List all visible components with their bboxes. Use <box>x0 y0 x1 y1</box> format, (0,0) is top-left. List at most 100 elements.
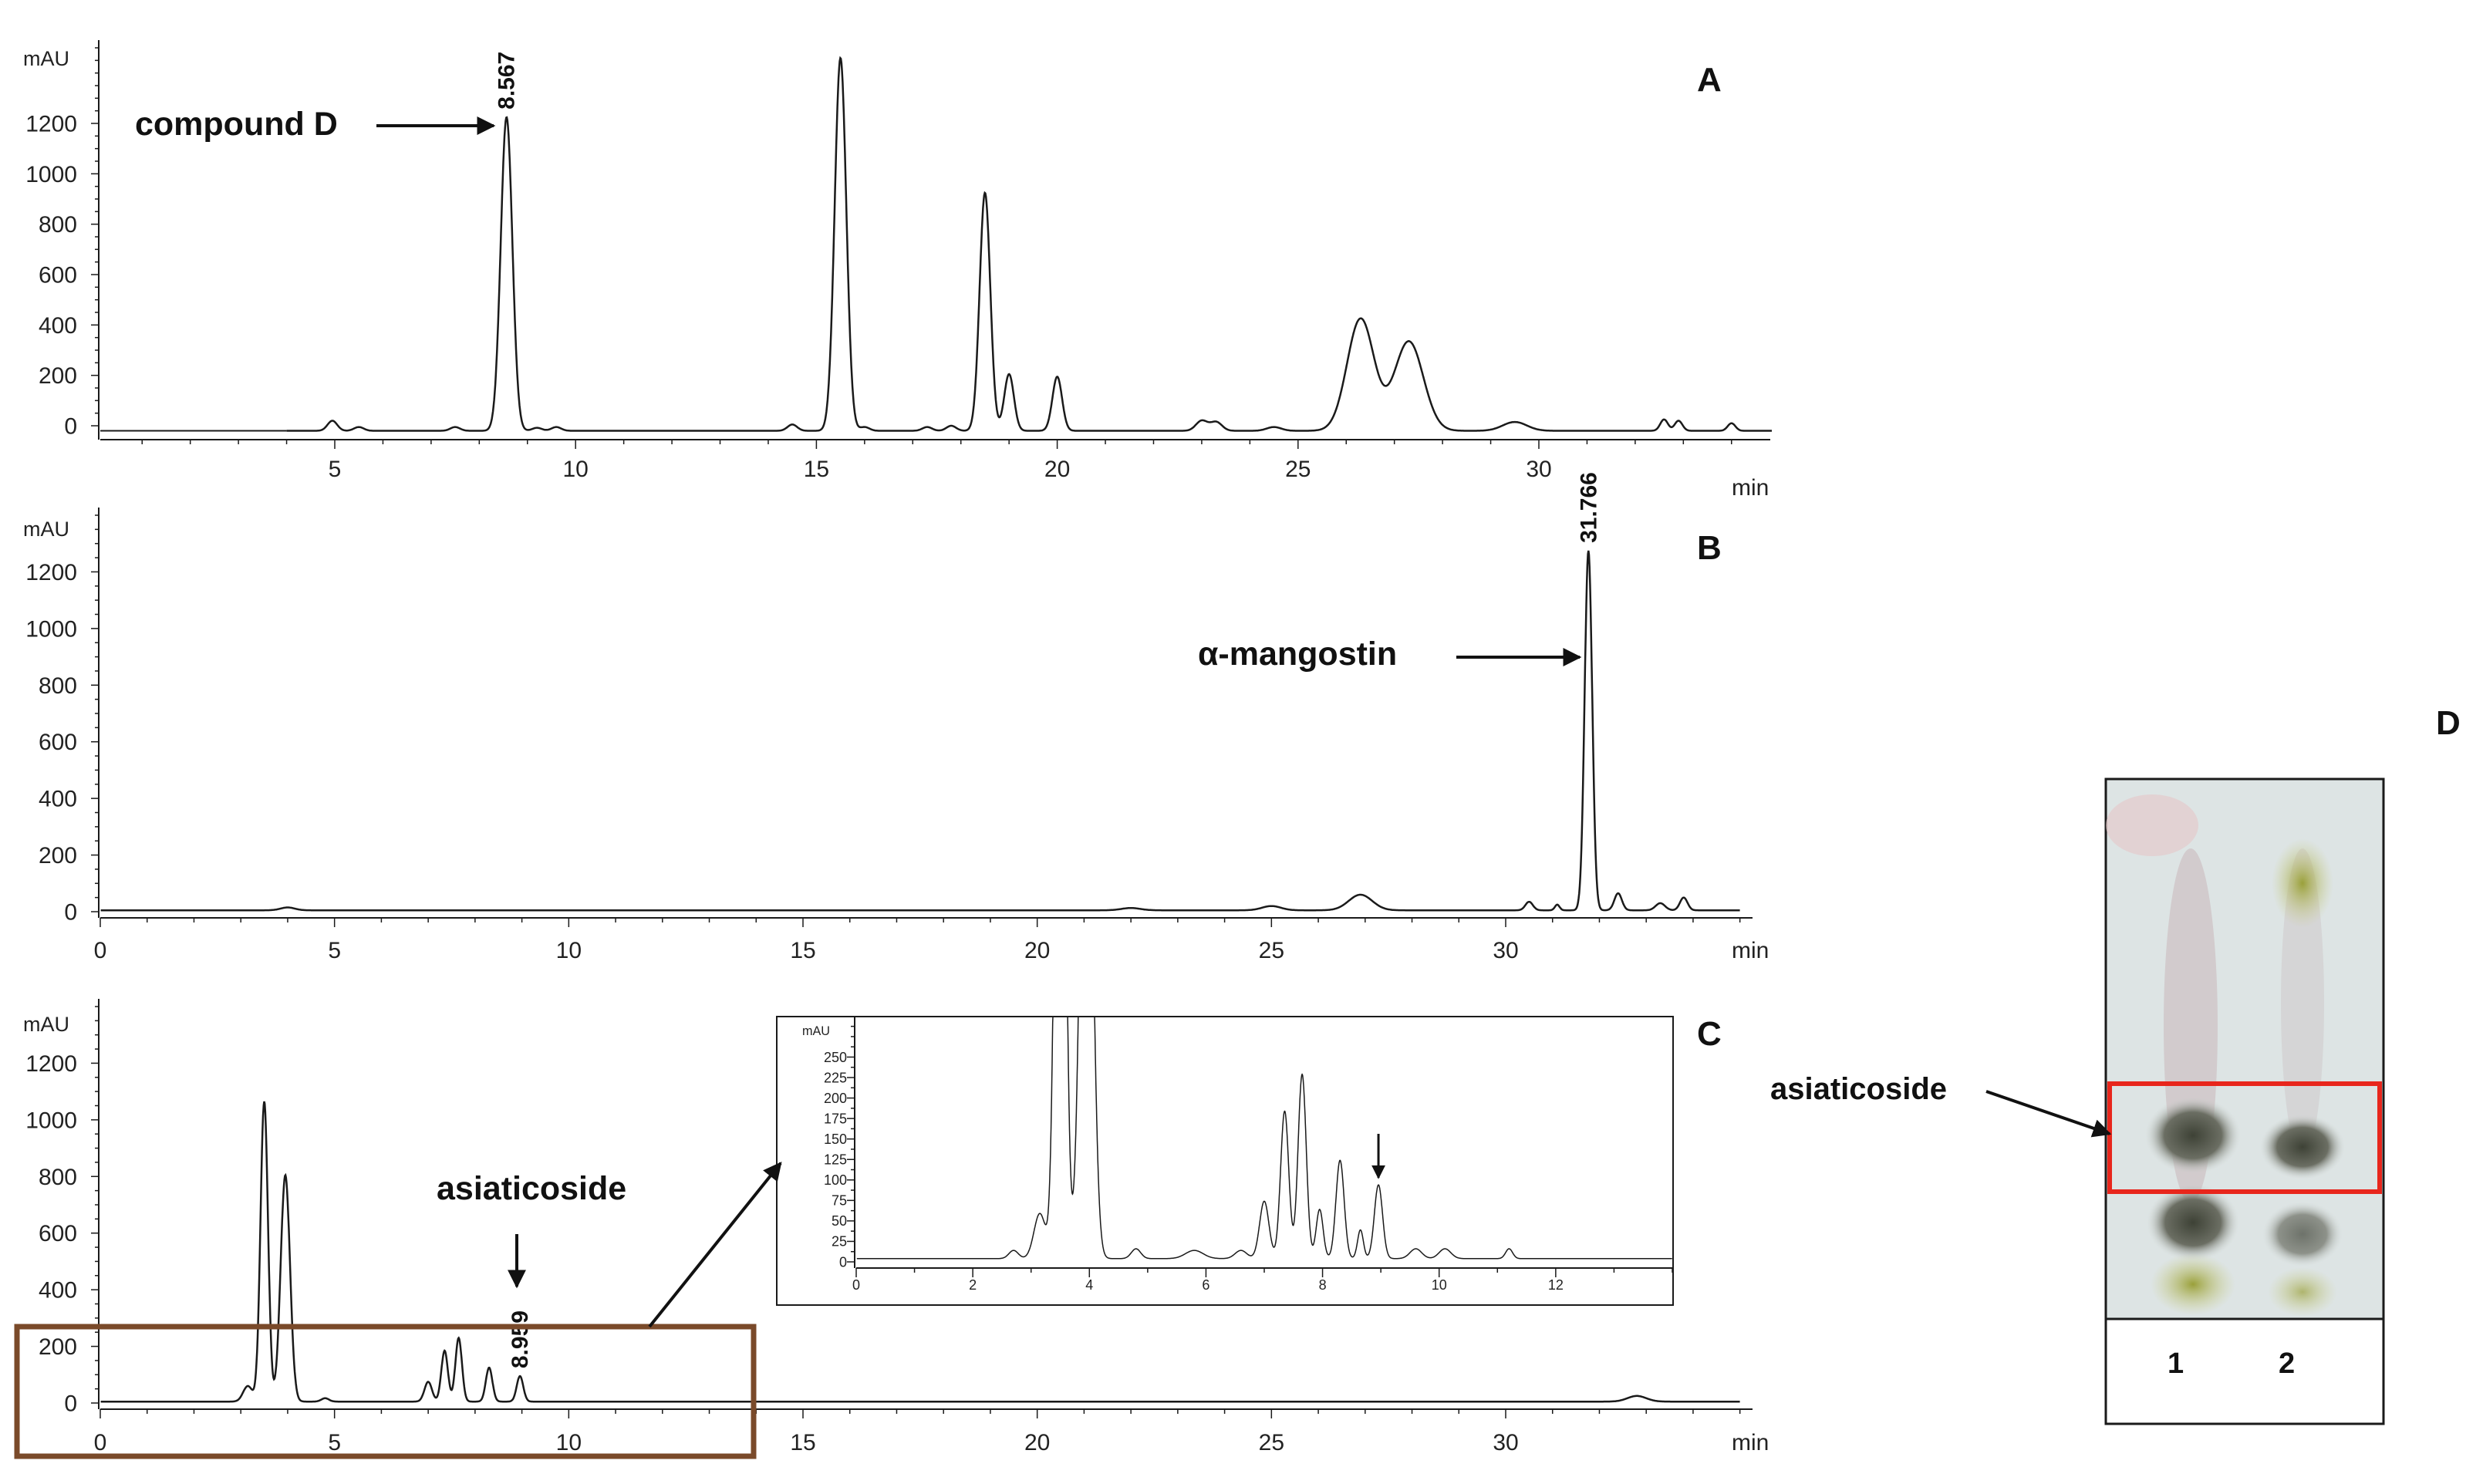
x-tick-label: 0 <box>94 1430 107 1455</box>
y-tick-label: 200 <box>39 1334 77 1360</box>
chromatogram-c: 0 5 10 15 20 25 30020040060080010001200mAUmin8… <box>23 999 1769 1455</box>
y-tick-label: 250 <box>824 1050 847 1065</box>
zoom-pointer-arrow <box>648 1162 782 1328</box>
compound-d-label: compound D <box>135 106 338 143</box>
y-tick-label: 1200 <box>25 112 77 137</box>
y-tick-label: 0 <box>839 1254 847 1270</box>
x-tick-label: 30 <box>1493 938 1518 963</box>
x-tick-label: 10 <box>1432 1277 1447 1293</box>
asiaticoside-d-arrow <box>1985 1090 2112 1138</box>
tlc-lane1-spot-lower <box>2147 1184 2239 1261</box>
y-tick-label: 1000 <box>25 616 77 642</box>
tlc-lane-1-label: 1 <box>2168 1347 2184 1380</box>
x-tick-label: 25 <box>1285 457 1311 482</box>
y-tick-label: 200 <box>39 363 77 389</box>
x-tick-label: 15 <box>804 457 829 482</box>
peak-retention-label: 31.766 <box>1576 472 1601 543</box>
x-tick-label: 15 <box>790 938 815 963</box>
y-tick-label: 800 <box>39 1165 77 1190</box>
tlc-plate: 1 2 asiaticoside <box>1770 777 2385 1425</box>
y-tick-label: 1200 <box>25 560 77 585</box>
x-tick-label: 10 <box>556 1430 582 1455</box>
y-tick-label: 75 <box>832 1193 847 1209</box>
inset-frame <box>776 1016 1674 1306</box>
y-tick-label: 600 <box>39 730 77 755</box>
tlc-lane2-origin <box>2268 1267 2337 1317</box>
y-axis-unit-label: mAU <box>23 518 69 541</box>
panel-label-d: D <box>2436 704 2461 742</box>
tlc-lane-2-label: 2 <box>2279 1347 2295 1380</box>
y-tick-label: 800 <box>39 673 77 699</box>
x-tick-label: 30 <box>1493 1430 1518 1455</box>
chromatogram-trace <box>856 1016 1672 1260</box>
y-tick-label: 25 <box>832 1234 847 1250</box>
x-axis-unit-label: min <box>1732 1430 1769 1455</box>
y-tick-label: 600 <box>39 1221 77 1246</box>
x-tick-label: 6 <box>1202 1277 1209 1293</box>
panel-label-b: B <box>1697 529 1722 567</box>
y-tick-label: 200 <box>39 843 77 868</box>
chromatogram-trace <box>100 550 1740 912</box>
alpha-mangostin-label: α-mangostin <box>1198 636 1397 673</box>
x-tick-label: 12 <box>1548 1277 1564 1293</box>
x-tick-label: 5 <box>328 938 341 963</box>
y-tick-label: 0 <box>64 414 77 440</box>
chromatogram-a: 5 10 15 20 25 30 0 200 400 600 800 1000 1200 mAU min 8.… <box>23 40 1772 501</box>
x-tick-label: 0 <box>852 1277 860 1293</box>
y-tick-label: 175 <box>824 1111 847 1126</box>
y-tick-label: 600 <box>39 263 77 288</box>
x-tick-label: 20 <box>1044 457 1070 482</box>
peak-retention-label: 8.959 <box>508 1310 533 1368</box>
y-tick-label: 50 <box>832 1213 847 1229</box>
tlc-tint <box>2106 794 2198 856</box>
x-tick-label: 5 <box>329 457 342 482</box>
chromatogram-trace <box>100 1101 1740 1403</box>
chromatogram-trace <box>286 56 1772 432</box>
tlc-lane2-green-top <box>2272 838 2333 928</box>
panel-label-a: A <box>1697 61 1722 99</box>
y-tick-label: 400 <box>39 1278 77 1304</box>
chromatogram-c-inset: 0 2 4 6 8 10 12 0 25 50 75 100 125 150 175 200 225 250 mAU <box>776 1016 1674 1306</box>
y-tick-label: 200 <box>824 1091 847 1106</box>
x-tick-label: 20 <box>1024 938 1050 963</box>
y-tick-label: 150 <box>824 1132 847 1147</box>
x-tick-label: 25 <box>1259 1430 1284 1455</box>
y-tick-label: 400 <box>39 787 77 812</box>
y-tick-label: 1000 <box>25 1108 77 1133</box>
x-tick-label: 10 <box>563 457 589 482</box>
x-tick-label: 2 <box>969 1277 977 1293</box>
y-tick-label: 125 <box>824 1152 847 1168</box>
y-tick-label: 225 <box>824 1070 847 1085</box>
x-tick-label: 15 <box>790 1430 815 1455</box>
tlc-lane2-spot-asiaticoside <box>2260 1115 2345 1179</box>
y-tick-label: 0 <box>64 900 77 926</box>
y-axis-unit-label: mAU <box>802 1024 830 1038</box>
y-axis-unit-label: mAU <box>23 47 69 70</box>
chromatogram-b: 0 5 10 15 20 25 30 0 200 400 600 800 1000 1200 mAU min 3… <box>23 472 1769 963</box>
x-axis-unit-label: min <box>1732 938 1769 963</box>
x-tick-label: 8 <box>1319 1277 1327 1293</box>
tlc-lane-label-strip <box>2104 1317 2385 1425</box>
tlc-lane1-spot-asiaticoside <box>2145 1097 2241 1174</box>
x-tick-label: 30 <box>1526 457 1551 482</box>
y-tick-label: 1000 <box>25 162 77 187</box>
tlc-highlight-box <box>2107 1081 2382 1194</box>
y-tick-label: 100 <box>824 1172 847 1188</box>
y-tick-label: 400 <box>39 313 77 339</box>
x-axis-unit-label: min <box>1732 475 1769 501</box>
y-tick-label: 800 <box>39 212 77 238</box>
y-tick-label: 0 <box>64 1391 77 1417</box>
x-tick-label: 5 <box>328 1430 341 1455</box>
x-tick-label: 25 <box>1259 938 1284 963</box>
x-tick-label: 10 <box>556 938 582 963</box>
x-tick-label: 20 <box>1024 1430 1050 1455</box>
y-axis-unit-label: mAU <box>23 1013 69 1036</box>
tlc-lane2-streak <box>2281 848 2324 1157</box>
asiaticoside-d-label: asiaticoside <box>1770 1072 1947 1106</box>
tlc-lane1-origin <box>2151 1253 2235 1315</box>
x-tick-label: 0 <box>94 938 107 963</box>
tlc-lane2-spot-lower <box>2262 1202 2343 1266</box>
asiaticoside-c-label: asiaticoside <box>437 1170 626 1207</box>
zoom-region-box <box>14 1324 757 1459</box>
